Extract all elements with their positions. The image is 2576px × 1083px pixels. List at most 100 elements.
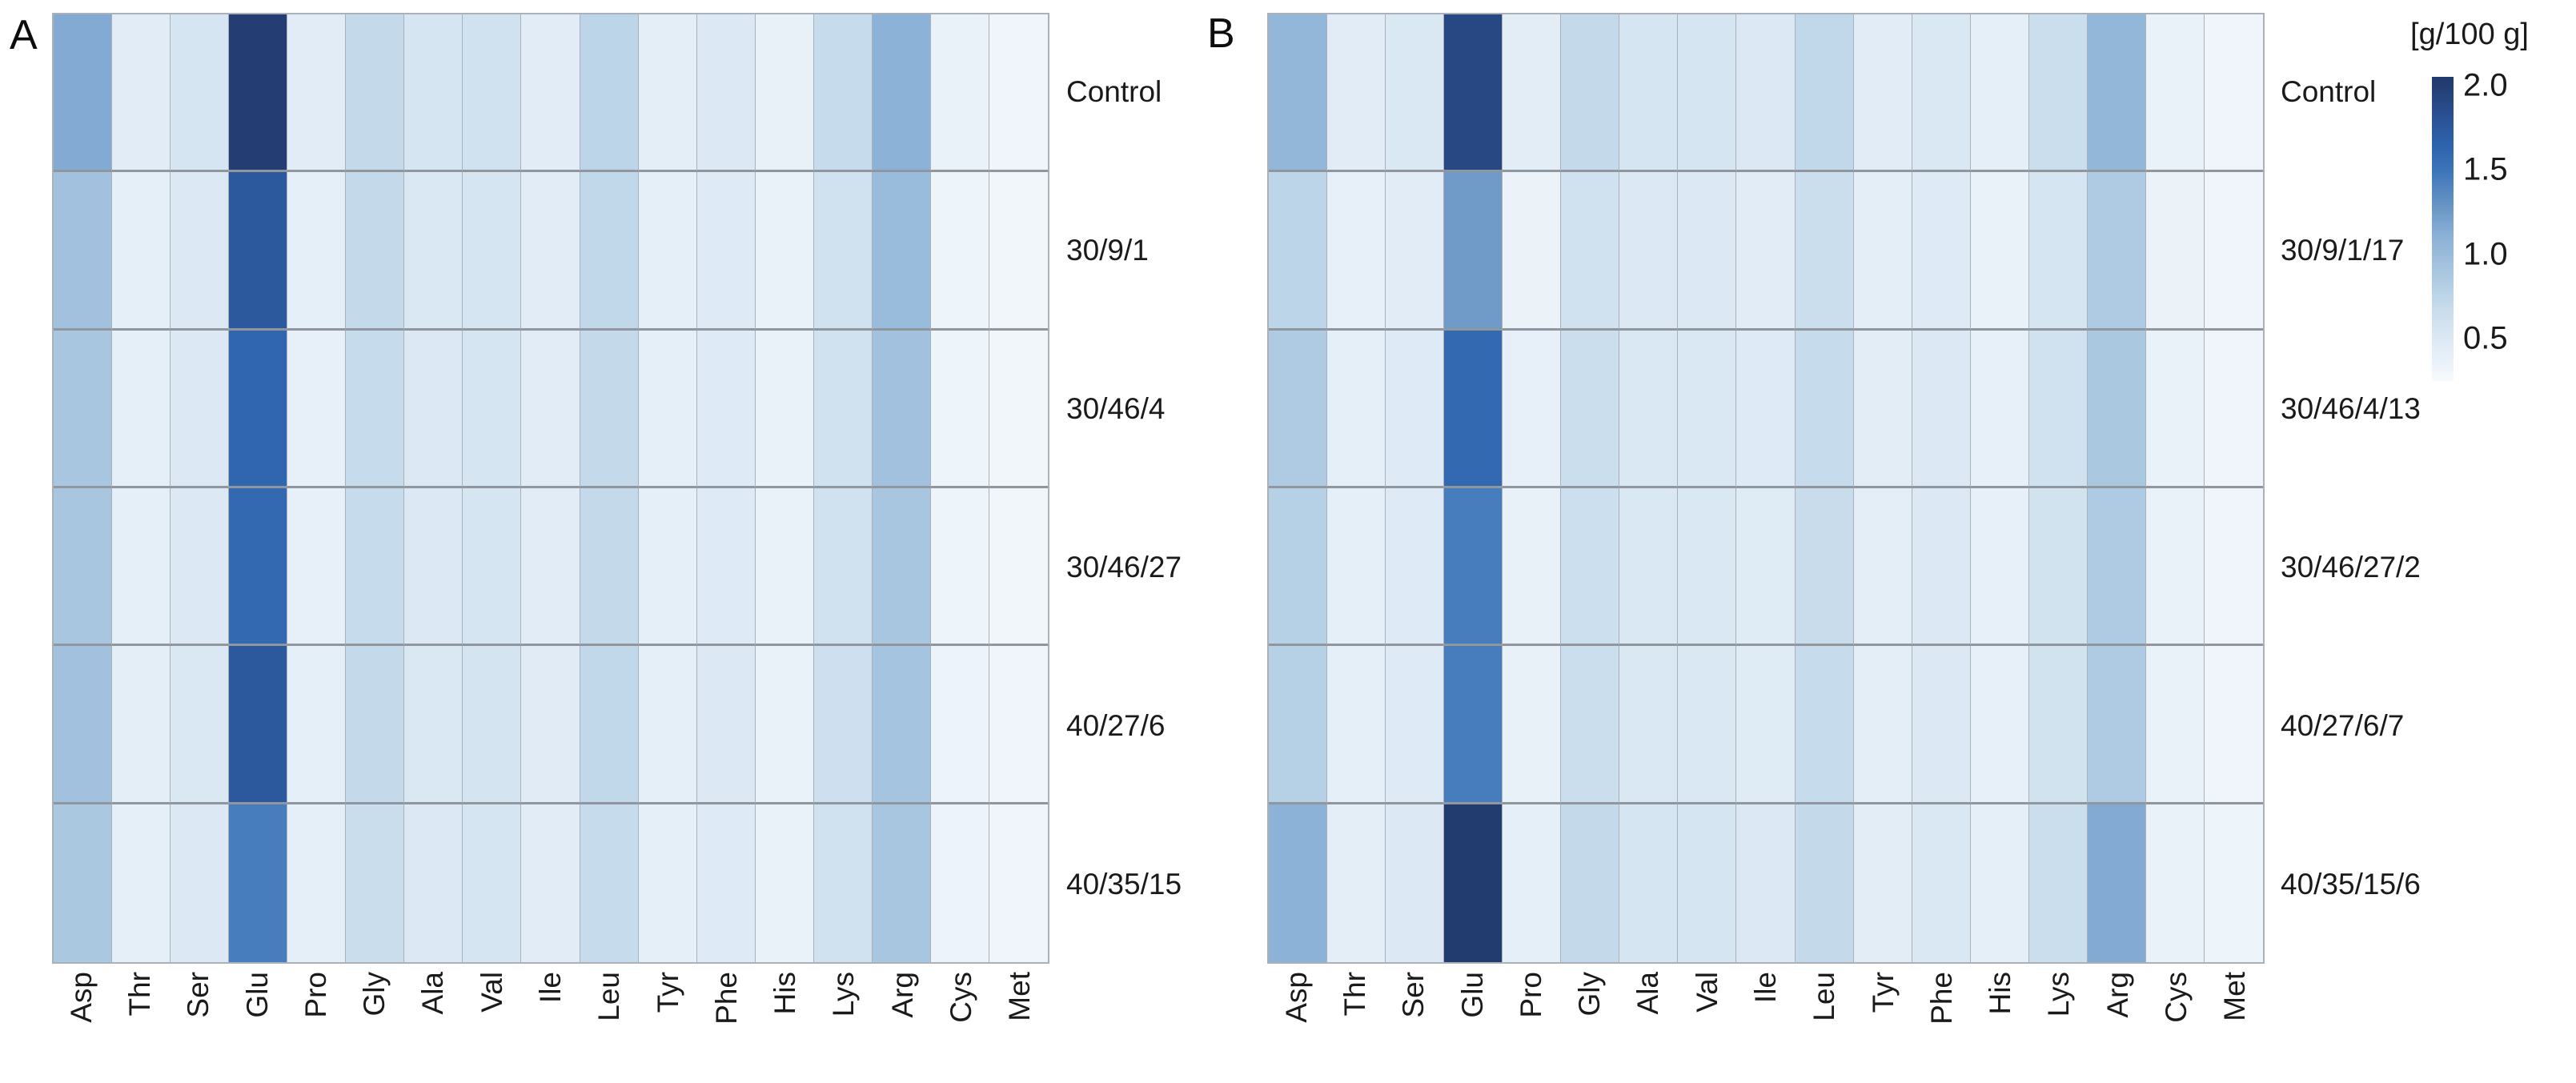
heatmap-cell	[872, 14, 931, 173]
heatmap-cell	[1853, 646, 1912, 804]
colorbar-tick-label: 1.0	[2463, 236, 2508, 272]
heatmap-cell	[2204, 172, 2263, 331]
heatmap-cell	[1736, 487, 1796, 647]
heatmap-cell	[930, 172, 989, 331]
heatmap-cell	[930, 330, 989, 488]
heatmap-cell	[580, 172, 639, 331]
heatmap-cell	[1736, 804, 1796, 962]
heatmap-cell	[2087, 330, 2146, 488]
heatmap-cell	[1269, 646, 1328, 804]
column-label: Phe	[1924, 972, 1958, 1025]
heatmap-cell	[2145, 330, 2205, 488]
heatmap-cell	[463, 330, 522, 488]
column-label: Leu	[592, 972, 626, 1021]
heatmap-cell	[1736, 172, 1796, 331]
heatmap-cell	[1503, 487, 1562, 647]
heatmap-cell	[872, 487, 931, 647]
heatmap-cell	[1736, 646, 1796, 804]
heatmap-cell	[521, 487, 580, 647]
heatmap-cell	[521, 330, 580, 488]
heatmap-cell	[1795, 172, 1854, 331]
heatmap-cell	[989, 172, 1048, 331]
heatmap-cell	[1327, 487, 1386, 647]
heatmap-cell	[229, 646, 288, 804]
heatmap-cell	[1327, 804, 1386, 962]
colorbar-tick-label: 0.5	[2463, 320, 2508, 356]
heatmap-cell	[755, 487, 814, 647]
heatmap-cell	[2028, 646, 2088, 804]
colorbar-gradient	[2432, 77, 2454, 381]
heatmap-cell	[1386, 172, 1445, 331]
column-label: Pro	[1514, 972, 1547, 1018]
heatmap-cell	[1853, 487, 1912, 647]
heatmap-cell	[696, 172, 756, 331]
heatmap-cell	[755, 14, 814, 173]
heatmap-cell	[1619, 646, 1679, 804]
heatmap-cell	[813, 14, 873, 173]
heatmap-cell	[1970, 172, 2029, 331]
column-label: Ile	[534, 972, 567, 1004]
column-label: Thr	[122, 972, 156, 1017]
heatmap-cell	[1853, 330, 1912, 488]
heatmap-cell	[521, 14, 580, 173]
heatmap-cell	[2145, 172, 2205, 331]
heatmap-cell	[112, 487, 171, 647]
heatmap-cell	[229, 804, 288, 962]
column-label: Leu	[1808, 972, 1841, 1021]
heatmap-cell	[346, 330, 405, 488]
heatmap-cell	[1736, 330, 1796, 488]
heatmap-cell	[1912, 172, 1971, 331]
heatmap-cell	[1678, 172, 1737, 331]
heatmap-cell	[2204, 804, 2263, 962]
column-label: Val	[1690, 972, 1723, 1013]
heatmap-cell	[404, 172, 463, 331]
heatmap-cell	[1503, 14, 1562, 173]
heatmap-cell	[580, 330, 639, 488]
heatmap-cell	[2087, 172, 2146, 331]
heatmap-cell	[930, 487, 989, 647]
heatmap-cell	[1795, 14, 1854, 173]
heatmap-cell	[346, 804, 405, 962]
heatmap-cell	[1678, 487, 1737, 647]
heatmap-cell	[696, 646, 756, 804]
column-label: Arg	[885, 972, 919, 1018]
column-label: Ala	[1631, 972, 1665, 1015]
heatmap-cell	[989, 330, 1048, 488]
column-label: Asp	[64, 972, 98, 1023]
heatmap-cell	[1678, 14, 1737, 173]
heatmap-grid-b	[1267, 13, 2265, 964]
heatmap-cell	[346, 487, 405, 647]
column-label: Gly	[358, 972, 391, 1017]
heatmap-cell	[1619, 487, 1679, 647]
heatmap-cell	[1853, 14, 1912, 173]
heatmap-cell	[1444, 14, 1503, 173]
heatmap-cell	[1503, 646, 1562, 804]
heatmap-cell	[521, 172, 580, 331]
column-label: Cys	[945, 972, 978, 1023]
heatmap-cell	[404, 646, 463, 804]
heatmap-cell	[1970, 14, 2029, 173]
row-label: 40/27/6	[1066, 709, 1166, 742]
heatmap-cell	[1503, 804, 1562, 962]
heatmap-cell	[404, 14, 463, 173]
column-label: Val	[475, 972, 508, 1013]
heatmap-cell	[521, 804, 580, 962]
heatmap-cell	[1561, 646, 1620, 804]
column-label: Glu	[1455, 972, 1489, 1018]
heatmap-cell	[112, 14, 171, 173]
heatmap-cell	[1561, 14, 1620, 173]
heatmap-cell	[1678, 330, 1737, 488]
heatmap-cell	[171, 330, 230, 488]
heatmap-cell	[2204, 487, 2263, 647]
heatmap-cell	[696, 804, 756, 962]
heatmap-cell	[1269, 14, 1328, 173]
heatmap-cell	[54, 172, 113, 331]
heatmap-cell	[1269, 487, 1328, 647]
heatmap-cell	[813, 646, 873, 804]
heatmap-cell	[1561, 172, 1620, 331]
heatmap-cell	[1678, 804, 1737, 962]
panel-a-label: A	[10, 12, 38, 58]
heatmap-cell	[463, 487, 522, 647]
panel-b-label: B	[1207, 10, 1235, 57]
heatmap-cell	[2087, 804, 2146, 962]
